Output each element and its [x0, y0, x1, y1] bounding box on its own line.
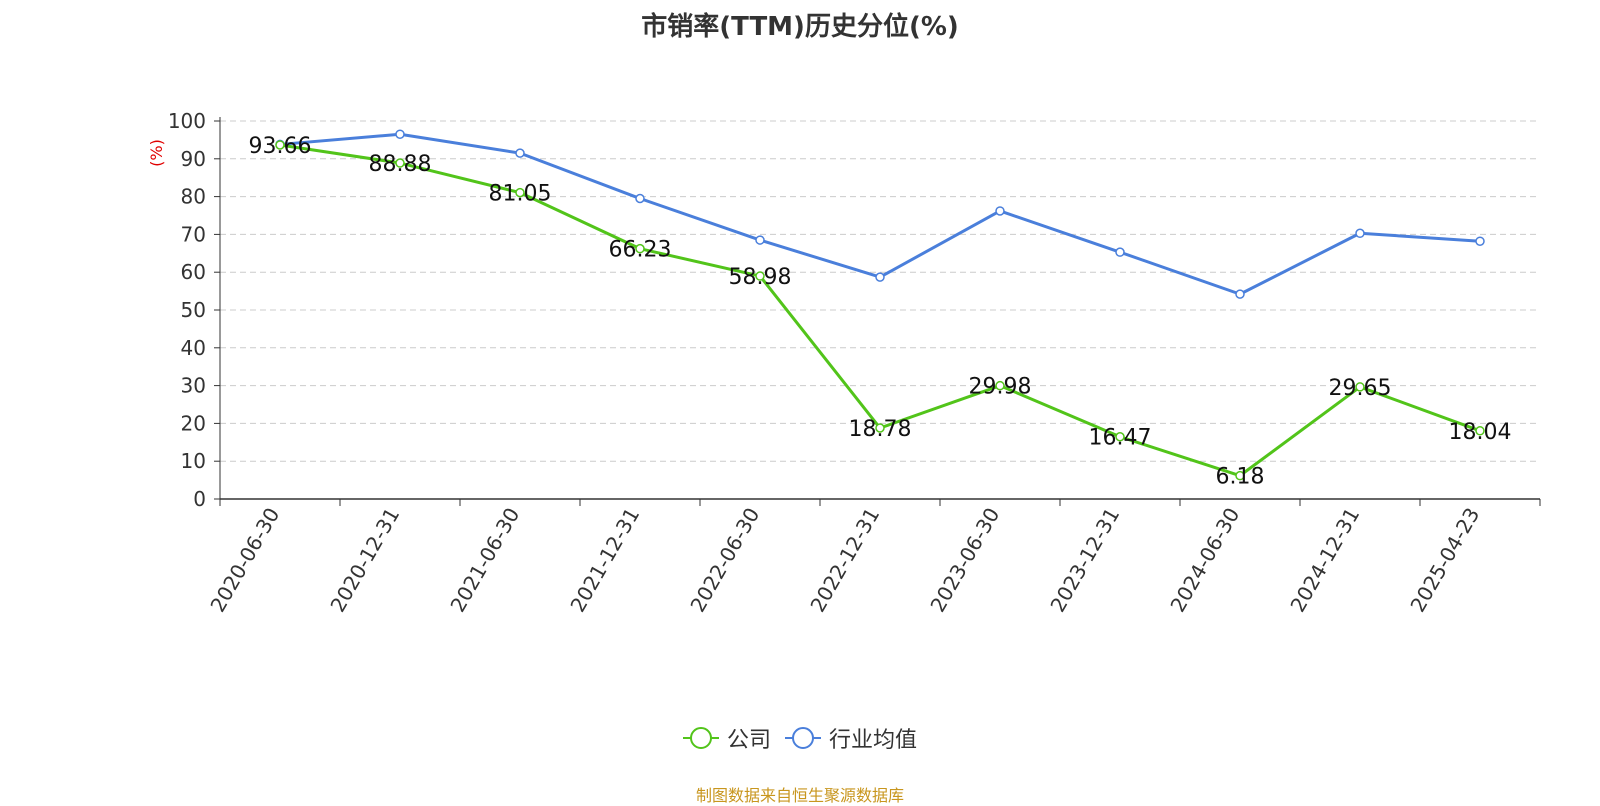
circle-line-icon — [785, 726, 821, 750]
x-tick-label: 2022-06-30 — [685, 504, 764, 617]
data-point-industry — [1235, 289, 1245, 299]
x-tick-label: 2023-06-30 — [925, 504, 1004, 617]
data-label: 93.66 — [249, 134, 312, 159]
y-tick-label: 60 — [181, 260, 206, 284]
y-tick-label: 80 — [181, 185, 206, 209]
y-axis-label: (%) — [147, 139, 166, 167]
data-point-company — [875, 423, 885, 433]
x-tick-label: 2021-12-31 — [565, 504, 644, 617]
legend: 公司 行业均值 — [0, 722, 1600, 754]
data-point-industry — [995, 206, 1005, 216]
source-note: 制图数据来自恒生聚源数据库 — [695, 786, 904, 805]
series — [275, 129, 1485, 481]
circle-line-icon — [682, 726, 719, 750]
x-tick-label: 2024-06-30 — [1165, 504, 1244, 617]
y-tick-label: 10 — [181, 449, 206, 473]
x-tick-label: 2025-04-23 — [1405, 504, 1484, 617]
y-tick-label: 100 — [168, 109, 206, 133]
data-point-company — [395, 158, 405, 168]
y-tick-label: 40 — [181, 336, 206, 360]
data-point-industry — [1475, 236, 1485, 246]
data-point-industry — [515, 148, 525, 158]
data-point-industry — [395, 129, 405, 139]
y-tick-label: 70 — [181, 222, 206, 246]
legend-label-industry: 行业均值 — [829, 728, 918, 753]
data-point-company — [1475, 426, 1485, 436]
data-labels: 93.66 88.88 81.05 66.23 58.98 18.78 29.98 16.47… — [249, 134, 1512, 490]
chart-title: 市销率(TTM)历史分位(%) — [641, 12, 959, 42]
data-point-industry — [635, 193, 645, 204]
data-point-company — [995, 380, 1005, 391]
series-line-industry — [279, 132, 1481, 296]
data-point-company — [755, 271, 765, 281]
data-point-industry — [1115, 247, 1125, 257]
data-point-company — [515, 187, 525, 198]
x-tick-label: 2023-12-31 — [1045, 504, 1124, 617]
data-point-industry — [755, 235, 765, 245]
legend-item-industry[interactable]: 行业均值 — [785, 722, 917, 754]
y-tick-label: 20 — [181, 411, 206, 435]
data-point-company — [635, 243, 645, 254]
data-label: 16.47 — [1089, 426, 1152, 451]
data-label: 66.23 — [609, 238, 672, 263]
data-point-industry — [875, 272, 885, 282]
data-label: 18.78 — [849, 417, 912, 442]
x-tick-label: 2020-06-30 — [205, 504, 284, 617]
y-tick-label: 90 — [181, 147, 206, 171]
data-point-industry — [1355, 228, 1365, 239]
x-tick-label: 2020-12-31 — [325, 504, 404, 617]
data-point-company — [1115, 431, 1125, 442]
legend-item-company[interactable]: 公司 — [682, 722, 771, 754]
data-point-company — [1235, 470, 1245, 481]
data-label: 29.98 — [969, 375, 1032, 400]
data-label: 29.65 — [1329, 376, 1392, 401]
data-label: 6.18 — [1216, 465, 1265, 490]
data-point-company — [275, 140, 285, 150]
y-tick-label: 50 — [181, 298, 206, 322]
legend-label-company: 公司 — [726, 728, 771, 753]
y-tick-label: 0 — [193, 487, 206, 511]
data-label: 88.88 — [369, 152, 432, 177]
data-label: 58.98 — [729, 265, 792, 290]
axes: 0 10 20 30 40 50 60 70 80 90 100 2020-06-30 2020-12-… — [168, 109, 1541, 617]
x-tick-label: 2022-12-31 — [805, 504, 884, 617]
data-label: 18.04 — [1449, 420, 1512, 445]
data-label: 81.05 — [489, 182, 552, 207]
data-point-company — [1355, 382, 1365, 392]
x-tick-label: 2021-06-30 — [445, 504, 524, 617]
x-tick-label: 2024-12-31 — [1285, 504, 1364, 617]
y-tick-label: 30 — [181, 374, 206, 398]
